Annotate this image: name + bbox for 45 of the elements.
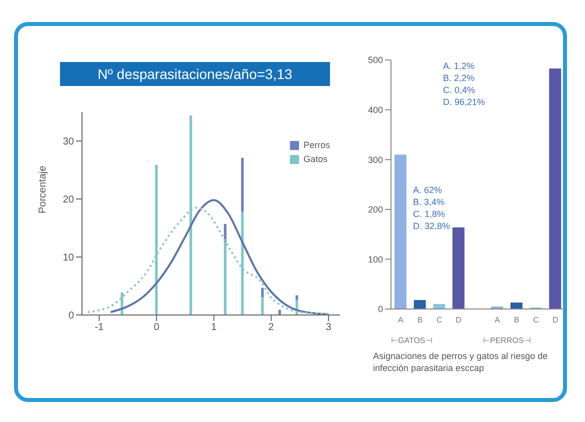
x-tick-label: A	[398, 316, 404, 325]
bar	[433, 304, 446, 309]
x-tick-label: 3	[326, 322, 332, 334]
bar	[190, 115, 192, 315]
x-tick-label: D	[456, 316, 462, 325]
x-tick-label: B	[514, 316, 520, 325]
y-tick-label: 20	[62, 194, 74, 206]
bar	[394, 154, 406, 309]
y-tick-label: 0	[378, 304, 383, 314]
x-tick-label: A	[494, 316, 501, 325]
x-tick-label: C	[533, 316, 540, 325]
y-tick-label: 10	[62, 252, 74, 264]
x-tick-label: C	[436, 316, 442, 325]
chart-title: Nº desparasitaciones/año=3,13	[60, 62, 330, 86]
bar	[452, 227, 464, 309]
bar	[414, 300, 426, 309]
legend-label: Perros	[302, 140, 330, 150]
x-tick-label: 1	[211, 322, 218, 334]
bar	[549, 68, 562, 309]
y-tick-label: 100	[368, 254, 383, 264]
x-tick-label: 2	[268, 322, 274, 334]
y-tick-label: 300	[368, 154, 383, 165]
text: ⊢GATOS⊣	[391, 335, 432, 347]
legend-label: Gatos	[302, 154, 328, 164]
x-tick-label: D	[552, 316, 558, 325]
bar	[261, 297, 264, 315]
y-tick-label: 30	[62, 136, 74, 148]
bar	[296, 295, 298, 300]
y-axis-title: Porcentaje	[38, 165, 49, 214]
bar	[261, 288, 264, 298]
annotation: A. 62% B. 3,4% C. 1,8% D. 32,8%	[413, 184, 450, 232]
x-tick-label: -1	[94, 322, 104, 334]
x-axis-title: Asignaciones de perros y gatos al riesgo de infección parasitaria esccap	[373, 350, 549, 374]
y-tick-label: 200	[368, 204, 383, 215]
x-tick-label: B	[417, 316, 423, 325]
bar	[241, 158, 244, 212]
x-tick-label: 0	[154, 322, 160, 334]
text: ⊢PERROS⊣	[483, 335, 531, 347]
y-tick-label: 400	[368, 104, 383, 115]
bar	[155, 164, 158, 315]
bar	[224, 242, 226, 315]
y-tick-label: 500	[368, 55, 383, 66]
bar	[241, 212, 244, 315]
annotation: A. 1,2% B. 2,2% C. 0,4% D. 96,21%	[443, 60, 486, 108]
bar	[510, 302, 522, 309]
